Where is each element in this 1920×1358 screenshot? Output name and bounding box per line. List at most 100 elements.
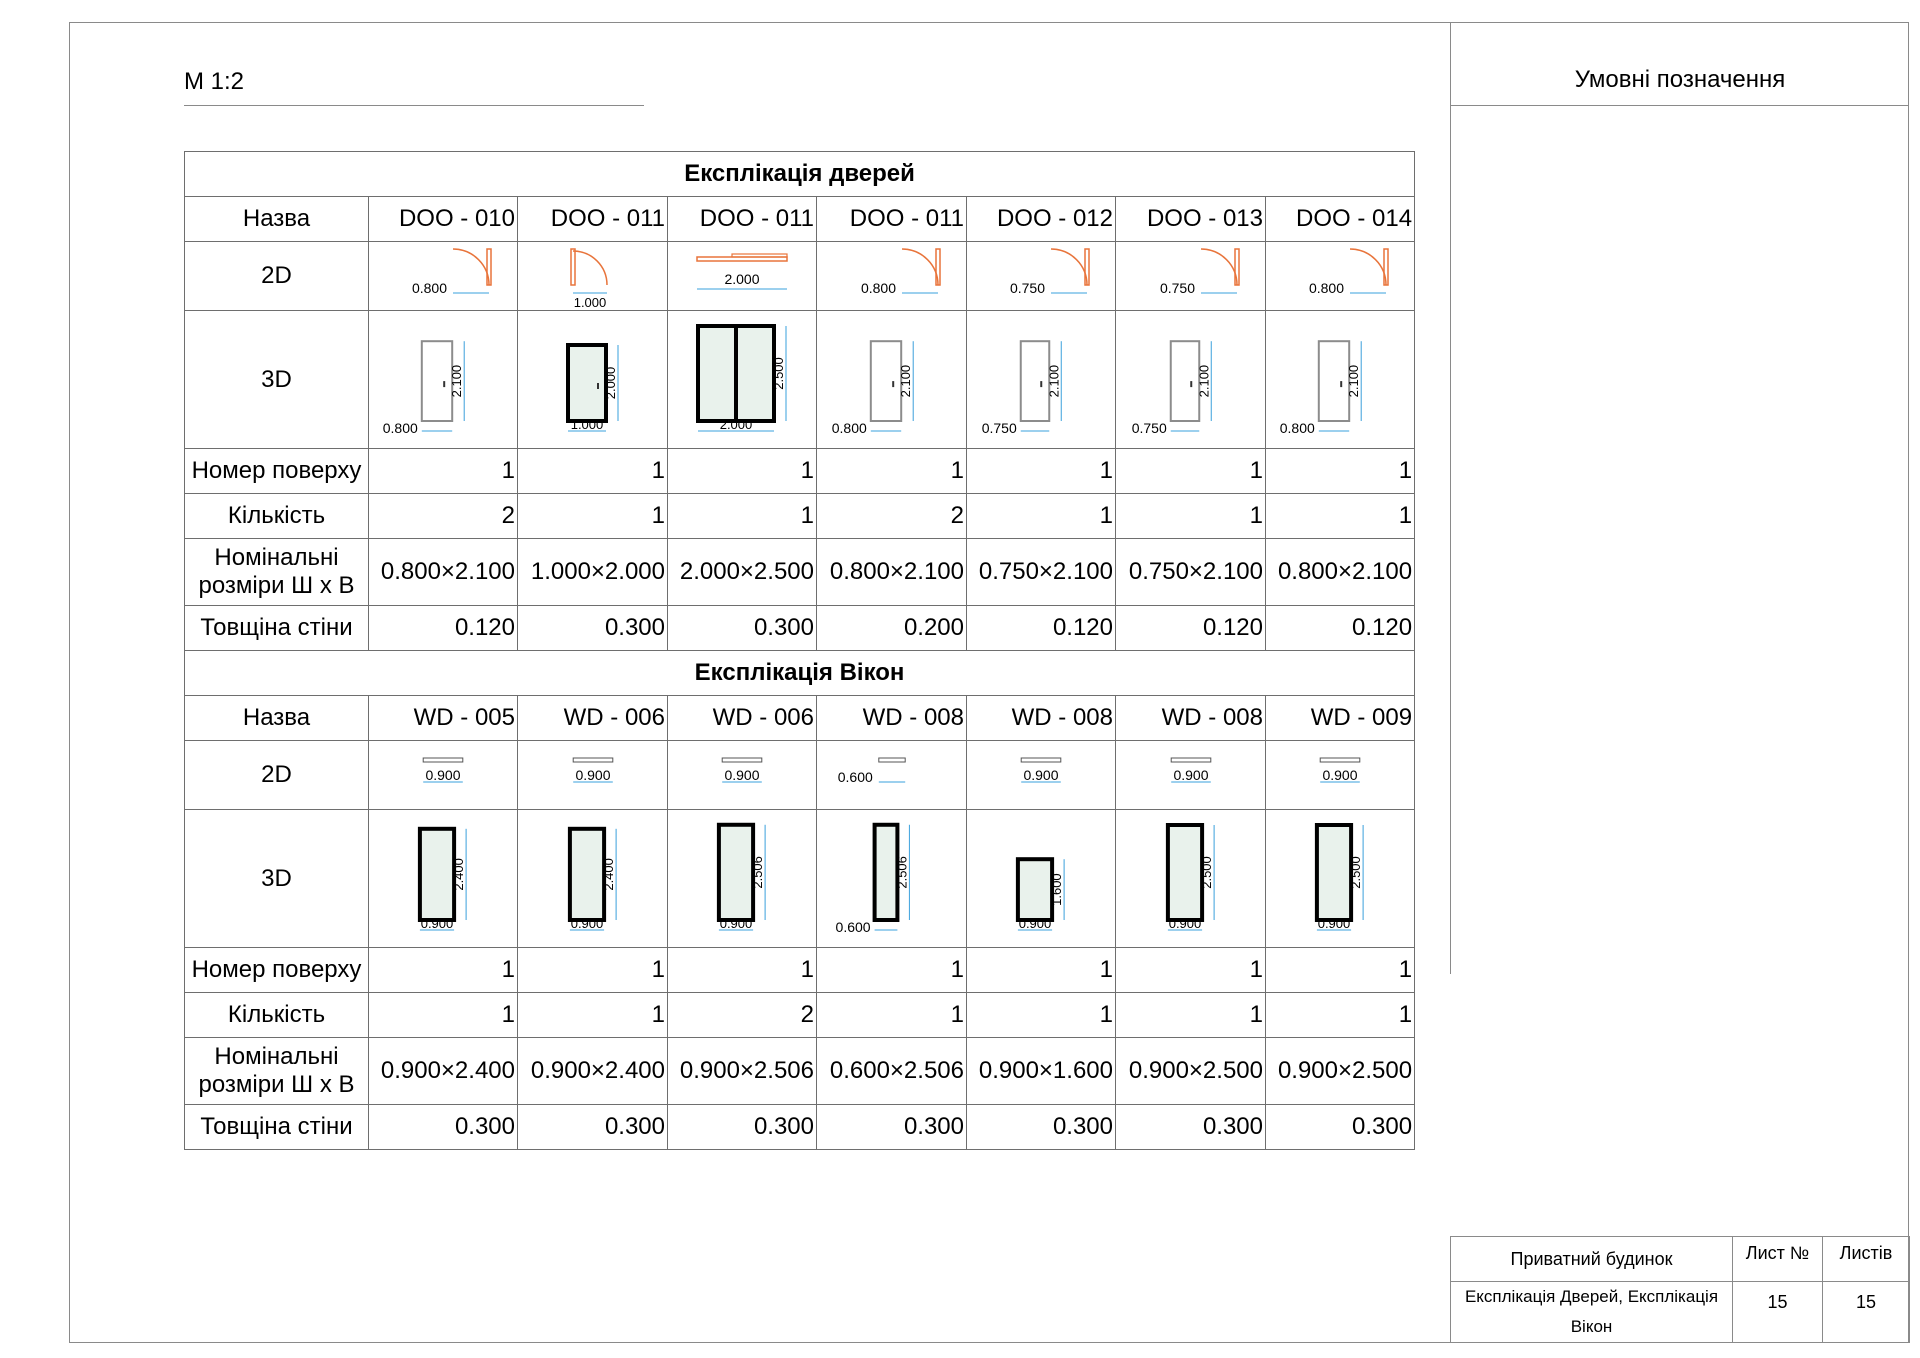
sheets-count-label: Листів	[1822, 1236, 1910, 1282]
width-dimension-label: 0.800	[1309, 280, 1344, 296]
windows-floor-cell: 1	[1264, 947, 1416, 993]
windows-2d-symbol: 0.900	[1020, 757, 1062, 783]
windows-3d-cell: 2.500 0.900	[1264, 809, 1416, 948]
doors-floor-cell: 1	[1115, 448, 1266, 494]
doors-3d-cell: 2.100 0.800	[368, 310, 518, 449]
width-dimension-label: 0.900	[724, 767, 759, 783]
width-dimension-label: 2.000	[720, 417, 753, 432]
sheet-number: 15	[1732, 1281, 1823, 1343]
windows-2d-cell: 0.900	[1264, 740, 1416, 810]
windows-3d-cell: 2.500 0.900	[1115, 809, 1266, 948]
door-swing-arc	[1200, 248, 1238, 286]
row-label-3d: 3D	[184, 310, 369, 449]
windows-name-cell: WD - 006	[517, 695, 668, 741]
sheets-count: 15	[1822, 1281, 1910, 1343]
doors-size-cell: 0.750×2.100	[966, 538, 1116, 606]
window-plan-symbol	[1319, 757, 1361, 763]
doors-wall-cell: 0.120	[1264, 605, 1416, 651]
windows-2d-cell: 0.600	[816, 740, 967, 810]
door-leaf-plan	[1084, 248, 1090, 286]
door-elevation	[869, 339, 902, 422]
window-plan-symbol	[1170, 757, 1211, 763]
doors-size-cell: 0.800×2.100	[1264, 538, 1416, 606]
windows-3d-elevation: 2.500 0.900	[1314, 822, 1364, 931]
doors-3d-elevation: 2.100 0.800	[383, 339, 465, 436]
doors-count-cell: 1	[517, 493, 668, 539]
doors-size-cell: 0.750×2.100	[1115, 538, 1266, 606]
windows-3d-cell: 2.400 0.900	[517, 809, 668, 948]
height-dimension-label: 2.000	[603, 366, 618, 399]
width-dimension-label: 2.000	[724, 271, 759, 287]
windows-3d-cell: 2.506 0.900	[667, 809, 817, 948]
windows-2d-symbol: 0.900	[721, 757, 763, 783]
windows-2d-cell: 0.900	[966, 740, 1116, 810]
window-elevation	[1165, 822, 1204, 922]
row-label-wall: Товщіна стіни	[184, 1104, 369, 1150]
windows-section-title: Експлікація Вікон	[183, 650, 1416, 696]
windows-3d-elevation: 2.400 0.900	[567, 826, 617, 931]
windows-wall-cell: 0.300	[667, 1104, 817, 1150]
window-elevation	[872, 822, 899, 922]
doors-name-cell: DOO - 012	[966, 196, 1116, 242]
doors-2d-symbol: 2.000	[696, 253, 788, 290]
doors-floor-cell: 1	[1264, 448, 1416, 494]
doors-floor-cell: 1	[368, 448, 518, 494]
width-dimension-label: 0.900	[575, 767, 610, 783]
width-dimension-label: 0.750	[1131, 420, 1166, 436]
row-label-2d: 2D	[184, 740, 369, 810]
windows-2d-symbol: 0.900	[1170, 757, 1211, 783]
door-leaf-plan	[934, 248, 941, 286]
windows-size-cell: 0.900×2.400	[517, 1037, 668, 1105]
doors-floor-cell: 1	[816, 448, 967, 494]
doors-size-cell: 1.000×2.000	[517, 538, 668, 606]
windows-3d-cell: 2.506 0.600	[816, 809, 967, 948]
doors-count-cell: 1	[667, 493, 817, 539]
doors-2d-cell: 0.800	[816, 241, 967, 311]
windows-name-cell: WD - 009	[1264, 695, 1416, 741]
width-dimension-label: 0.900	[425, 767, 460, 783]
windows-floor-cell: 1	[368, 947, 518, 993]
doors-wall-cell: 0.120	[368, 605, 518, 651]
size-label-line1: Номінальні	[214, 1043, 339, 1070]
windows-wall-cell: 0.300	[517, 1104, 668, 1150]
width-dimension-label: 0.600	[835, 919, 870, 935]
row-label-2d: 2D	[184, 241, 369, 311]
doors-3d-cell: 2.100 0.750	[1115, 310, 1266, 449]
doors-wall-cell: 0.120	[966, 605, 1116, 651]
windows-wall-cell: 0.300	[1264, 1104, 1416, 1150]
height-dimension-label: 2.100	[449, 364, 464, 397]
windows-3d-elevation: 1.600 0.900	[1015, 856, 1065, 931]
windows-3d-cell: 2.400 0.900	[368, 809, 518, 948]
doors-wall-cell: 0.200	[816, 605, 967, 651]
windows-size-cell: 0.900×2.400	[368, 1037, 518, 1105]
doors-wall-cell: 0.300	[517, 605, 668, 651]
windows-2d-cell: 0.900	[1115, 740, 1266, 810]
height-dimension-label: 2.500	[1199, 856, 1214, 889]
windows-3d-elevation: 2.506 0.600	[835, 822, 910, 935]
door-leaf-plan	[1383, 248, 1389, 286]
drawing-frame	[69, 22, 1909, 1343]
row-label-size: Номінальні розміри Ш х В	[184, 1037, 369, 1105]
row-label-name: Назва	[184, 695, 369, 741]
size-label-line2: розміри Ш х В	[198, 1071, 355, 1098]
doors-name-cell: DOO - 010	[368, 196, 518, 242]
windows-name-cell: WD - 008	[1115, 695, 1266, 741]
window-plan-symbol	[721, 757, 763, 763]
windows-size-cell: 0.900×2.506	[667, 1037, 817, 1105]
doors-2d-symbol: 0.800	[860, 248, 941, 296]
legend-divider	[1450, 105, 1909, 106]
door-elevation	[1317, 339, 1351, 422]
width-dimension-label: 0.900	[720, 916, 753, 931]
door-leaf-plan	[486, 248, 492, 286]
windows-2d-symbol: 0.900	[572, 757, 613, 783]
doors-size-cell: 0.800×2.100	[368, 538, 518, 606]
windows-name-cell: WD - 008	[966, 695, 1116, 741]
window-elevation	[1015, 856, 1055, 922]
doors-size-cell: 0.800×2.100	[816, 538, 967, 606]
doors-3d-elevation: 2.100 0.750	[982, 339, 1062, 436]
width-dimension-label: 0.600	[837, 769, 872, 785]
height-dimension-label: 2.500	[1348, 856, 1363, 889]
doors-count-cell: 1	[1115, 493, 1266, 539]
doors-2d-symbol: 0.800	[1309, 248, 1389, 296]
width-dimension-label: 1.000	[573, 295, 606, 309]
